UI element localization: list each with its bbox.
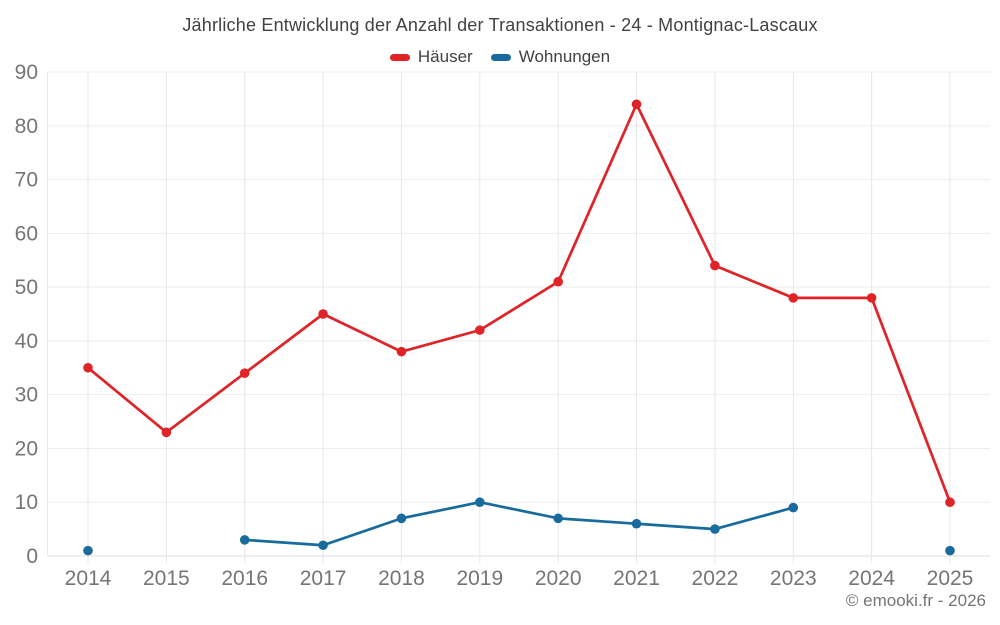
svg-text:0: 0 [26, 545, 38, 568]
svg-text:40: 40 [15, 330, 38, 353]
svg-text:50: 50 [15, 276, 38, 299]
svg-text:30: 30 [15, 384, 38, 407]
svg-text:2020: 2020 [535, 567, 582, 590]
svg-text:2017: 2017 [300, 567, 347, 590]
svg-text:2022: 2022 [692, 567, 739, 590]
wohnungen-legend-label: Wohnungen [518, 47, 611, 66]
svg-text:90: 90 [15, 61, 38, 84]
svg-text:10: 10 [15, 491, 38, 514]
svg-text:2014: 2014 [65, 567, 112, 590]
svg-text:2015: 2015 [143, 567, 190, 590]
legend-item-wohnungen[interactable]: Wohnungen [490, 47, 611, 67]
svg-text:2018: 2018 [378, 567, 425, 590]
chart-legend: Häuser Wohnungen [0, 47, 1000, 67]
svg-text:2025: 2025 [927, 567, 974, 590]
svg-text:70: 70 [15, 169, 38, 192]
svg-text:80: 80 [15, 115, 38, 138]
haeuser-legend-label: Häuser [417, 47, 473, 66]
svg-text:2023: 2023 [770, 567, 817, 590]
svg-text:60: 60 [15, 222, 38, 245]
svg-text:2016: 2016 [221, 567, 268, 590]
svg-text:20: 20 [15, 437, 38, 460]
chart-title: Jährliche Entwicklung der Anzahl der Tra… [182, 15, 818, 35]
wohnungen-series-swatch-icon [490, 53, 511, 61]
svg-text:2019: 2019 [456, 567, 503, 590]
legend-item-haeuser[interactable]: Häuser [389, 47, 473, 67]
svg-text:2021: 2021 [613, 567, 660, 590]
haeuser-series-swatch-icon [389, 53, 410, 61]
svg-text:2024: 2024 [848, 567, 895, 590]
copyright-footer: © emooki.fr - 2026 [845, 591, 986, 610]
